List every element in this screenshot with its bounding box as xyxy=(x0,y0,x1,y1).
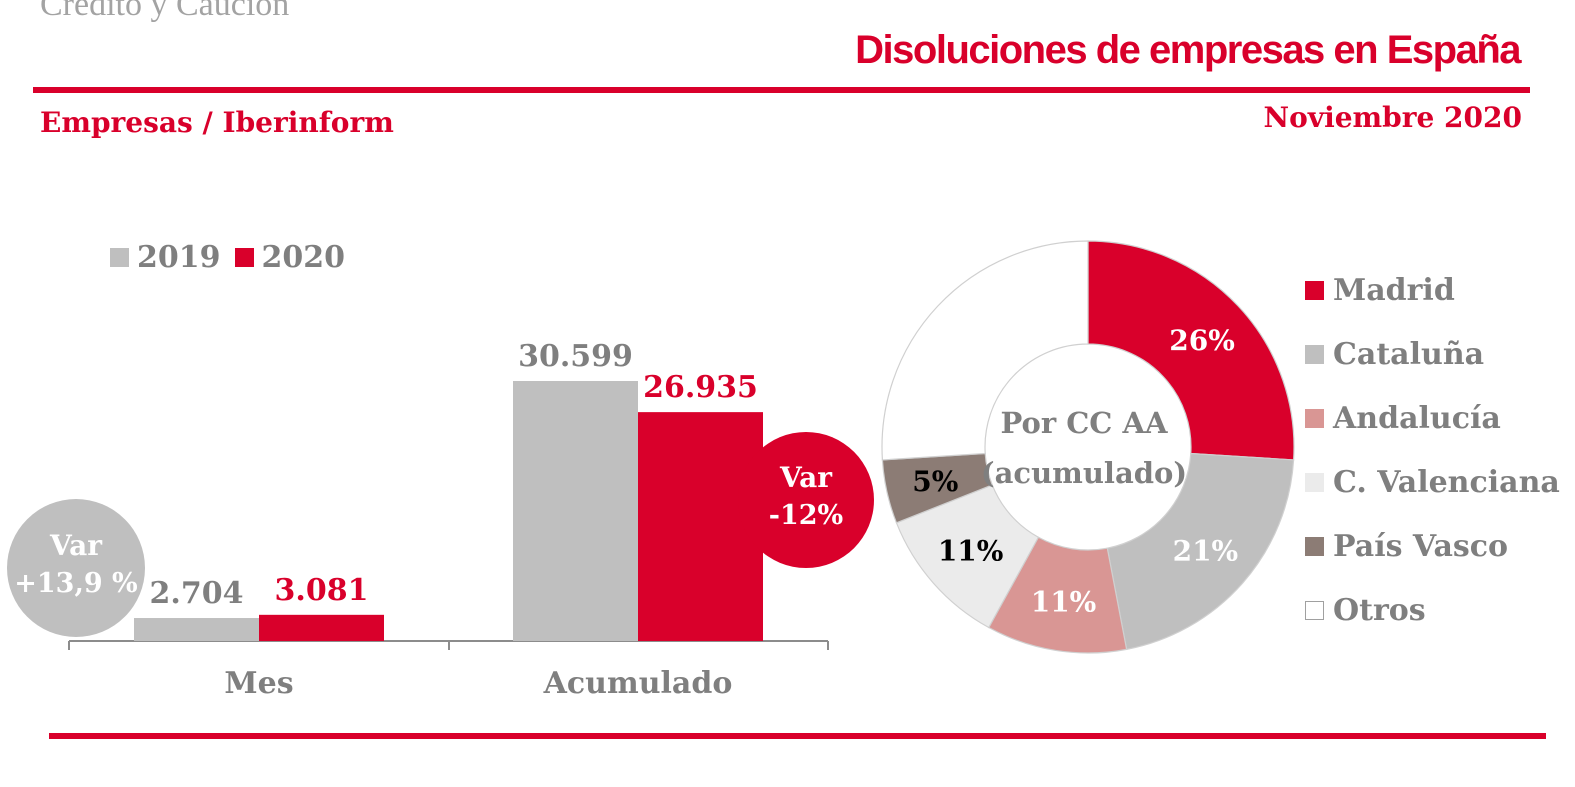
page-title: Disoluciones de empresas en España xyxy=(855,28,1521,72)
legend-item-pa-s-vasco: País Vasco xyxy=(1305,514,1560,578)
legend-label-2019: 2019 xyxy=(137,240,221,275)
donut-chart-legend: Madrid Cataluña Andalucía C. Valenciana País… xyxy=(1305,258,1560,642)
bottom-divider xyxy=(49,733,1546,739)
legend-label-pa-s-vasco: País Vasco xyxy=(1333,528,1509,564)
donut-slice-madrid xyxy=(1087,240,1295,461)
legend-label-catalu-a: Cataluña xyxy=(1333,336,1485,372)
donut-label-andaluc-a: 11% xyxy=(1031,586,1097,619)
donut-center-label: Por CC AA xyxy=(1000,406,1168,440)
legend-item-andaluc-a: Andalucía xyxy=(1305,386,1560,450)
donut-label-pa-s-vasco: 5% xyxy=(912,465,958,498)
variation-label-mes: Var xyxy=(49,529,103,562)
variation-value-acumulado: -12% xyxy=(769,500,843,531)
variation-label-acumulado: Var xyxy=(779,461,833,494)
legend-swatch-otros xyxy=(1305,600,1324,620)
data-label-2020-acumulado: 26.935 xyxy=(643,370,758,405)
donut-label-madrid: 26% xyxy=(1169,324,1235,357)
legend-swatch-2020 xyxy=(234,248,254,267)
bar-chart-legend: 2019 2020 xyxy=(110,240,345,275)
legend-item-catalu-a: Cataluña xyxy=(1305,322,1560,386)
donut-slice-otros xyxy=(881,240,1089,461)
bar-2019-mes xyxy=(134,618,259,641)
bar-chart: 2.704 3.081 Mes 30.599 26.935 Acumulado Var +13… xyxy=(7,339,874,701)
legend-swatch-pa-s-vasco xyxy=(1305,536,1324,556)
donut-center-sublabel: (acumulado) xyxy=(981,456,1187,490)
data-label-2019-mes: 2.704 xyxy=(150,576,244,611)
x-tick-label-acumulado: Acumulado xyxy=(543,666,733,701)
data-label-2020-mes: 3.081 xyxy=(275,573,369,608)
legend-item-madrid: Madrid xyxy=(1305,258,1560,322)
legend-swatch-c-valenciana xyxy=(1305,472,1324,492)
legend-swatch-2019 xyxy=(110,248,129,267)
report-date: Noviembre 2020 xyxy=(1263,101,1522,134)
data-label-2019-acumulado: 30.599 xyxy=(518,339,633,374)
legend-label-c-valenciana: C. Valenciana xyxy=(1333,464,1560,500)
donut-slice-catalu-a xyxy=(1106,452,1295,651)
legend-label-otros: Otros xyxy=(1333,592,1426,628)
legend-label-madrid: Madrid xyxy=(1333,272,1455,308)
variation-bubble-mes xyxy=(7,499,145,637)
legend-swatch-catalu-a xyxy=(1305,344,1324,364)
top-divider xyxy=(33,87,1530,93)
legend-item-2020: 2020 xyxy=(234,240,346,275)
brand-logo-text: Crédito y Caución xyxy=(40,0,290,23)
variation-bubble-acumulado xyxy=(738,432,874,568)
page-subtitle: Empresas / Iberinform xyxy=(40,106,394,139)
donut-label-catalu-a: 21% xyxy=(1173,534,1239,567)
bar-2020-acumulado xyxy=(638,412,763,641)
legend-item-2019: 2019 xyxy=(110,240,221,275)
bar-2020-mes xyxy=(259,614,384,641)
legend-label-andaluc-a: Andalucía xyxy=(1333,400,1501,436)
bar-2019-acumulado xyxy=(513,381,638,641)
legend-item-c-valenciana: C. Valenciana xyxy=(1305,450,1560,514)
donut-label-c-valenciana: 11% xyxy=(938,534,1004,567)
legend-item-otros: Otros xyxy=(1305,578,1560,642)
x-tick-label-mes: Mes xyxy=(224,666,293,701)
legend-swatch-madrid xyxy=(1305,280,1324,300)
legend-label-2020: 2020 xyxy=(261,240,346,275)
variation-value-mes: +13,9 % xyxy=(14,568,137,599)
legend-swatch-andaluc-a xyxy=(1305,408,1324,428)
